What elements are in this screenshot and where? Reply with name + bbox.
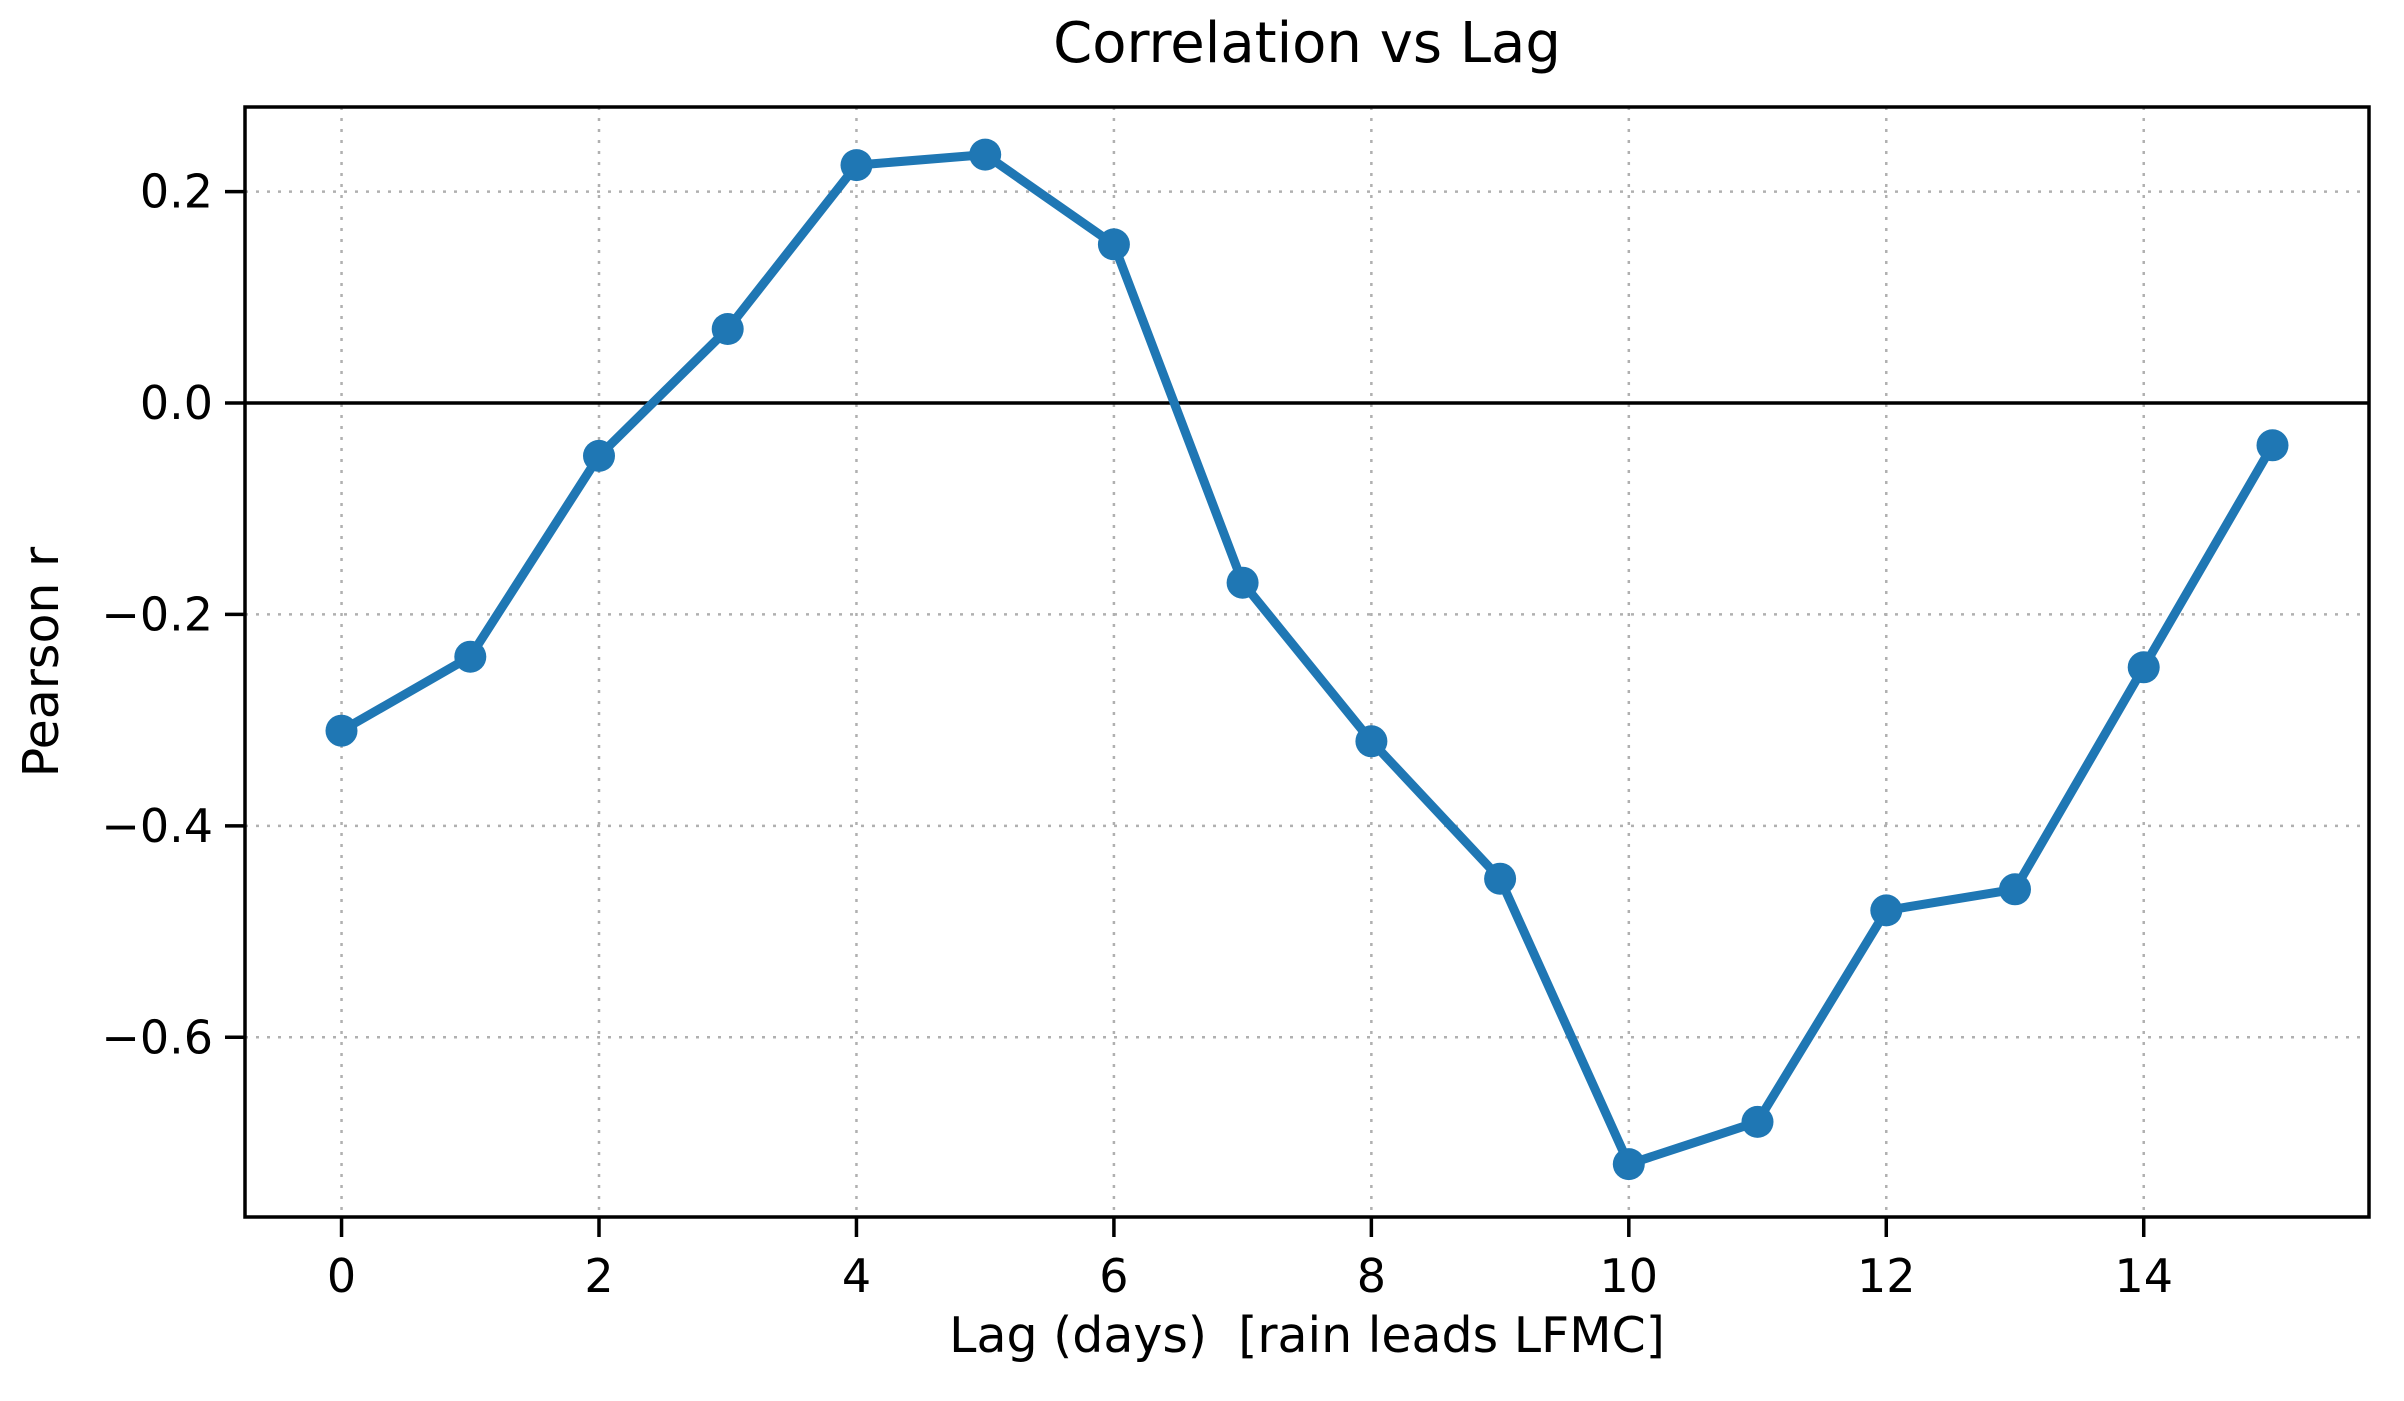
x-tick-label-2: 2 <box>584 1249 613 1303</box>
x-tick-label-0: 0 <box>327 1249 356 1303</box>
x-tick-label-10: 10 <box>1600 1249 1659 1303</box>
data-point-lag-4 <box>840 149 873 182</box>
series-layer <box>325 138 2289 1181</box>
data-point-lag-14 <box>2127 651 2160 684</box>
data-point-lag-3 <box>711 313 744 345</box>
x-tick-label-12: 12 <box>1857 1249 1916 1303</box>
x-tick-label-8: 8 <box>1357 1249 1386 1303</box>
y-axis-label: Pearson r <box>13 546 70 777</box>
data-point-lag-9 <box>1484 862 1517 895</box>
x-tick-label-6: 6 <box>1099 1249 1128 1303</box>
data-point-lag-6 <box>1097 228 1130 261</box>
x-tick-label-14: 14 <box>2114 1249 2173 1303</box>
data-point-lag-1 <box>454 640 487 673</box>
chart-title: Correlation vs Lag <box>1053 11 1561 76</box>
data-point-lag-13 <box>1999 873 2031 906</box>
y-tick-label--0.6: −0.6 <box>101 1010 213 1064</box>
y-tick-label--0.4: −0.4 <box>101 799 213 853</box>
data-point-lag-10 <box>1612 1148 1645 1181</box>
data-point-lag-12 <box>1870 894 1903 927</box>
data-point-lag-11 <box>1741 1105 1774 1138</box>
x-tick-label-4: 4 <box>842 1249 871 1303</box>
data-point-lag-0 <box>325 714 358 747</box>
plot-border <box>243 105 2371 1219</box>
x-axis-label: Lag (days) [rain leads LFMC] <box>949 1307 1665 1364</box>
tick-layer: 0 2 4 6 8 10 12 14 0.2 0.0 −0.2 −0.4 −0.6 <box>101 165 2173 1303</box>
y-tick-label-0: 0.0 <box>140 376 213 430</box>
y-tick-label-0.2: 0.2 <box>140 165 213 219</box>
y-tick-label--0.2: −0.2 <box>101 588 213 642</box>
data-point-lag-2 <box>583 439 615 472</box>
series-line-pearson-r-vs-lag <box>337 150 2277 1169</box>
data-point-lag-7 <box>1226 566 1259 599</box>
data-point-lag-15 <box>2256 429 2289 462</box>
data-point-lag-5 <box>969 138 1002 171</box>
data-point-lag-8 <box>1355 725 1388 758</box>
